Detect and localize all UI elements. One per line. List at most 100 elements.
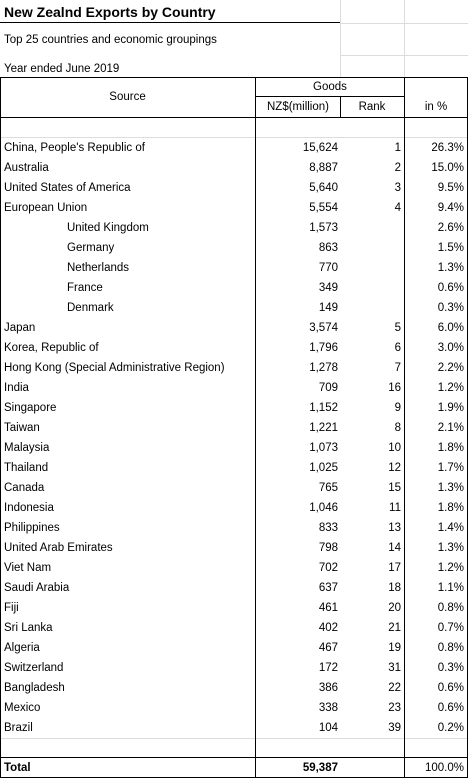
- gridline: [340, 0, 341, 77]
- row-rank: 13: [388, 522, 401, 534]
- row-rank: 6: [394, 342, 401, 354]
- row-rank: [341, 238, 401, 258]
- row-value: 349: [318, 282, 338, 294]
- row-source: Taiwan: [4, 422, 40, 434]
- row-rank: 4: [394, 202, 401, 214]
- row-source: United Arab Emirates: [4, 542, 113, 554]
- row-source: Germany: [67, 242, 115, 254]
- border-line: [0, 77, 468, 78]
- row-rank: 12: [388, 462, 401, 474]
- row-percent: 0.8%: [437, 642, 464, 654]
- row-percent: 3.0%: [437, 342, 464, 354]
- row-value: 5,554: [309, 202, 338, 214]
- row-percent: 0.6%: [437, 282, 464, 294]
- row-rank: 15: [388, 482, 401, 494]
- row-percent: 1.1%: [437, 582, 464, 594]
- gridline: [340, 55, 468, 56]
- gridline: [404, 0, 405, 77]
- row-rank: 39: [388, 722, 401, 734]
- row-value: 5,640: [309, 182, 338, 194]
- row-percent: 1.7%: [437, 462, 464, 474]
- row-percent: 0.6%: [437, 702, 464, 714]
- border-line: [256, 96, 404, 97]
- border-line: [0, 757, 468, 758]
- row-percent: 0.8%: [437, 602, 464, 614]
- row-rank: 21: [388, 622, 401, 634]
- row-percent: 9.5%: [437, 182, 464, 194]
- header-percent: in %: [424, 101, 448, 113]
- row-rank: 7: [394, 362, 401, 374]
- row-percent: 1.4%: [437, 522, 464, 534]
- row-rank: 14: [388, 542, 401, 554]
- row-source: Hong Kong (Special Administrative Region…: [4, 362, 225, 374]
- row-percent: 1.8%: [437, 502, 464, 514]
- header-source: Source: [109, 91, 146, 103]
- row-percent: 0.2%: [437, 722, 464, 734]
- row-rank: [341, 278, 401, 298]
- row-percent: 1.3%: [437, 482, 464, 494]
- row-value: 461: [318, 602, 338, 614]
- row-value: 104: [318, 722, 338, 734]
- row-percent: 0.6%: [437, 682, 464, 694]
- row-rank: 5: [394, 322, 401, 334]
- sheet-title: New Zealnd Exports by Country: [4, 4, 216, 20]
- row-value: 402: [318, 622, 338, 634]
- row-value: 1,278: [309, 362, 338, 374]
- row-percent: 1.8%: [437, 442, 464, 454]
- row-source: Viet Nam: [4, 562, 52, 574]
- row-rank: 18: [388, 582, 401, 594]
- row-value: 1,025: [309, 462, 338, 474]
- row-rank: [341, 218, 401, 238]
- row-value: 467: [318, 642, 338, 654]
- row-value: 798: [318, 542, 338, 554]
- row-source: France: [67, 282, 103, 294]
- row-source: Bangladesh: [4, 682, 65, 694]
- row-source: Indonesia: [4, 502, 54, 514]
- row-rank: 8: [394, 422, 401, 434]
- row-source: Thailand: [4, 462, 49, 474]
- row-source: India: [4, 382, 29, 394]
- row-source: United States of America: [4, 182, 131, 194]
- gridline: [340, 23, 468, 24]
- row-source: Netherlands: [67, 262, 130, 274]
- header-goods: Goods: [313, 81, 347, 93]
- row-source: Malaysia: [4, 442, 50, 454]
- row-source: Australia: [4, 162, 49, 174]
- row-rank: 20: [388, 602, 401, 614]
- row-value: 1,796: [309, 342, 338, 354]
- row-value: 15,624: [302, 142, 338, 154]
- row-value: 338: [318, 702, 338, 714]
- row-percent: 1.5%: [437, 242, 464, 254]
- border-line: [404, 77, 405, 778]
- period-label: Year ended June 2019: [4, 63, 120, 75]
- border-line: [0, 22, 340, 23]
- row-percent: 9.4%: [437, 202, 464, 214]
- row-source: Japan: [4, 322, 36, 334]
- row-value: 833: [318, 522, 338, 534]
- row-percent: 0.3%: [437, 302, 464, 314]
- row-value: 149: [318, 302, 338, 314]
- total-value: 59,387: [302, 762, 338, 774]
- row-percent: 1.2%: [437, 562, 464, 574]
- row-source: United Kingdom: [67, 222, 149, 234]
- row-value: 386: [318, 682, 338, 694]
- row-value: 637: [318, 582, 338, 594]
- row-source: European Union: [4, 202, 88, 214]
- row-percent: 1.3%: [437, 262, 464, 274]
- row-source: Brazil: [4, 722, 33, 734]
- row-percent: 2.2%: [437, 362, 464, 374]
- row-value: 1,573: [309, 222, 338, 234]
- header-value: NZ$(million): [267, 101, 329, 113]
- row-percent: 15.0%: [431, 162, 464, 174]
- gridline: [0, 738, 468, 739]
- row-value: 1,046: [309, 502, 338, 514]
- row-percent: 0.7%: [437, 622, 464, 634]
- row-percent: 6.0%: [437, 322, 464, 334]
- row-source: Fiji: [4, 602, 19, 614]
- row-source: China, People's Republic of: [4, 142, 145, 154]
- row-source: Algeria: [4, 642, 40, 654]
- total-percent: 100.0%: [424, 762, 464, 774]
- gridline: [0, 137, 468, 138]
- row-value: 765: [318, 482, 338, 494]
